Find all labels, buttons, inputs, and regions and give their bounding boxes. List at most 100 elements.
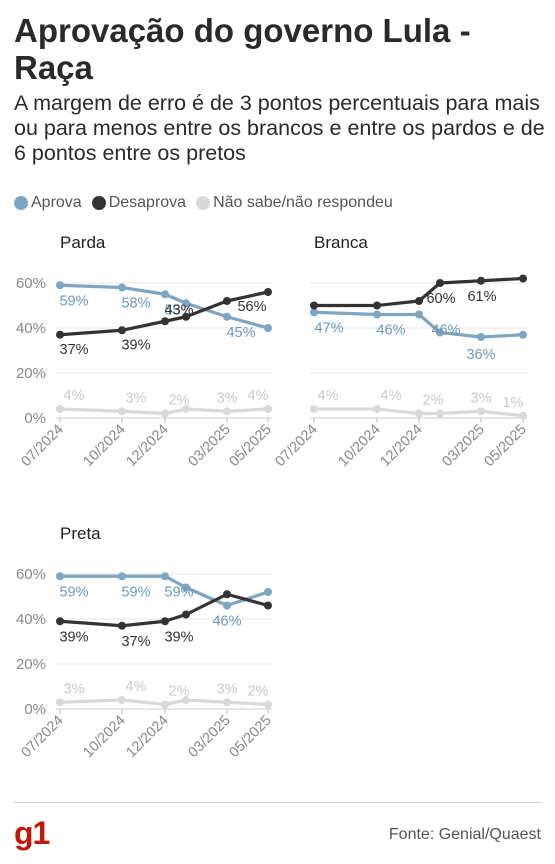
data-point-parda-desaprova [118,326,126,335]
data-point-preta-desaprova [161,617,169,626]
data-label-branca-aprova: 36% [466,347,495,363]
series-line-preta-nao-sabe [59,698,269,707]
x-tick-label-branca: 07/2024 [272,422,320,470]
data-point-branca-aprova [373,310,381,319]
series-line-parda-aprova [59,283,269,330]
panel-title-preta: Preta [60,524,101,543]
legend-item-nao-sabe: Não sabe/não respondeu [196,194,393,212]
data-label-branca-aprova: 46% [376,323,405,339]
source-note: Fonte: Genial/Quaest [388,826,541,843]
data-point-branca-nao-sabe [310,405,318,413]
data-point-parda-nao-sabe [223,407,231,416]
y-tick-label-parda: 60% [16,275,46,292]
data-label-parda-desaprova: 37% [59,342,88,358]
data-point-parda-aprova [223,312,231,321]
data-point-parda-nao-sabe [161,409,169,418]
chart-title: Aprovação do governo Lula - Raça [14,12,471,86]
legend-swatch-nao-sabe [196,196,211,210]
x-tick-label-preta: 12/2024 [123,713,171,761]
data-point-preta-nao-sabe [223,698,231,707]
data-point-preta-nao-sabe [264,700,272,709]
data-label-parda-aprova: 55% [164,302,193,318]
y-tick-label-preta: 60% [16,566,46,583]
legend-item-aprova: Aprova [14,194,82,212]
series-line-parda-nao-sabe [59,407,269,416]
data-point-branca-nao-sabe [373,405,381,413]
data-point-parda-nao-sabe [118,407,126,416]
y-tick-label-preta: 0% [24,701,46,718]
series-line-preta-desaprova [59,592,269,628]
data-label-branca-nao-sabe: 3% [471,390,492,406]
series-line-branca-desaprova [314,276,524,308]
data-label-preta-aprova: 59% [121,584,150,600]
data-point-branca-desaprova [415,297,423,305]
legend: Aprova Desaprova Não sabe/não respondeu [14,192,403,214]
x-tick-label-parda: 12/2024 [123,422,171,470]
legend-label-aprova: Aprova [31,194,82,211]
data-label-preta-nao-sabe: 2% [169,684,190,700]
data-label-branca-desaprova: 61% [467,289,496,305]
data-point-branca-aprova [519,330,527,339]
y-tick-label-preta: 40% [16,611,46,628]
data-point-branca-nao-sabe [519,411,527,420]
legend-label-desaprova: Desaprova [108,194,187,211]
series-line-branca-nao-sabe [314,407,524,418]
legend-item-desaprova: Desaprova [91,194,187,212]
data-point-branca-aprova [477,333,485,341]
data-label-preta-nao-sabe: 3% [217,681,238,697]
data-point-preta-aprova [161,572,169,581]
data-point-branca-nao-sabe [436,409,444,418]
x-tick-label-branca: 05/2025 [481,422,529,470]
data-point-branca-desaprova [519,274,527,283]
data-point-branca-desaprova [436,279,444,287]
footer-divider [14,802,541,803]
data-label-branca-aprova: 47% [314,320,343,336]
legend-label-nao-sabe: Não sabe/não respondeu [213,194,393,211]
data-point-preta-desaprova [182,610,190,619]
series-line-branca-aprova [313,310,524,339]
data-label-parda-nao-sabe: 2% [169,393,190,409]
data-point-parda-nao-sabe [264,405,272,413]
data-point-preta-aprova [264,588,272,596]
data-point-preta-nao-sabe [182,696,190,704]
data-label-parda-desaprova: 39% [121,337,150,353]
data-point-parda-desaprova [223,297,231,305]
x-tick-label-parda: 10/2024 [80,422,128,470]
panel-title-parda: Parda [60,233,106,252]
data-point-branca-aprova [415,310,423,319]
data-point-parda-aprova [182,299,190,308]
data-label-preta-aprova: 59% [59,584,88,600]
legend-swatch-desaprova [91,196,106,210]
data-point-branca-aprova [436,328,444,337]
data-label-parda-aprova: 59% [59,293,88,309]
x-tick-label-branca: 12/2024 [377,422,425,470]
data-label-parda-nao-sabe: 3% [126,390,147,406]
legend-swatch-aprova [14,196,28,210]
data-label-parda-desaprova: 56% [237,299,266,315]
data-point-preta-desaprova [56,617,64,626]
x-tick-label-parda: 07/2024 [18,422,66,470]
data-point-branca-desaprova [477,276,485,285]
data-point-preta-nao-sabe [56,698,64,707]
data-label-branca-nao-sabe: 4% [381,388,402,404]
data-label-preta-aprova: 46% [212,614,241,630]
data-label-preta-nao-sabe: 2% [248,684,269,700]
data-point-preta-desaprova [223,590,231,599]
data-point-branca-nao-sabe [477,407,485,416]
x-tick-label-preta: 07/2024 [18,713,66,761]
x-tick-label-parda: 03/2025 [185,422,233,470]
x-tick-label-preta: 05/2025 [226,713,274,761]
data-label-preta-desaprova: 39% [164,629,193,645]
data-point-preta-desaprova [118,621,126,630]
data-point-parda-nao-sabe [56,405,64,413]
data-label-branca-nao-sabe: 2% [423,393,444,409]
y-tick-label-preta: 20% [16,656,46,673]
data-point-parda-aprova [56,281,64,290]
x-tick-label-branca: 10/2024 [335,422,383,470]
g1-logo: g1 [14,815,50,851]
x-tick-label-preta: 10/2024 [80,713,128,761]
chart-subtitle: A margem de erro é de 3 pontos percentua… [14,91,545,165]
data-point-parda-aprova [264,324,272,332]
data-label-branca-aprova: 46% [431,323,460,339]
data-point-branca-desaprova [373,301,381,310]
